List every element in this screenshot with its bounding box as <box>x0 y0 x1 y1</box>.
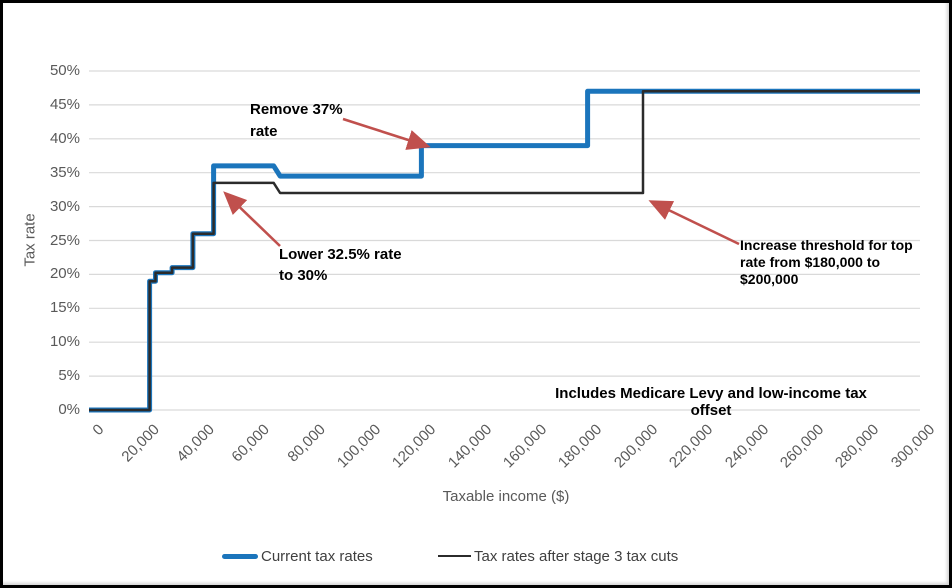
legend-label-stage3: Tax rates after stage 3 tax cuts <box>474 547 679 565</box>
y-tick-label: 30% <box>49 197 80 215</box>
x-axis-title: Taxable income ($) <box>442 488 570 505</box>
y-tick-label: 20% <box>49 265 80 283</box>
y-tick-label: 40% <box>49 129 80 147</box>
y-tick-label: 0% <box>58 401 80 418</box>
annotation-increase-threshold: Increase threshold for top rate from $18… <box>740 237 913 287</box>
annotation-lower-32-5-rate: Lower 32.5% rate to 30% <box>279 246 402 284</box>
y-tick-label: 5% <box>58 367 80 385</box>
arrow-remove-37-icon <box>342 117 431 150</box>
y-tick-label: 15% <box>49 299 80 317</box>
y-tick-label: 50% <box>49 62 80 79</box>
legend-label-current: Current tax rates <box>261 547 373 565</box>
legend-item-current: Current tax rates <box>222 547 373 565</box>
y-tick-label: 45% <box>49 95 80 113</box>
chart-note: Includes Medicare Levy and low-income ta… <box>555 385 867 419</box>
stage3-line-swatch-icon <box>438 554 471 558</box>
y-tick-label: 10% <box>49 333 80 351</box>
series-line-stage3 <box>89 90 920 412</box>
current-line-swatch-icon <box>222 553 258 559</box>
y-tick-label: 35% <box>49 163 80 181</box>
arrow-lower-rate-icon <box>223 191 281 247</box>
legend-item-stage3: Tax rates after stage 3 tax cuts <box>438 547 679 565</box>
arrow-increase-threshold-icon <box>648 200 740 246</box>
y-tick-label: 25% <box>49 231 80 249</box>
annotation-remove-37-rate: Remove 37% rate <box>250 101 343 140</box>
